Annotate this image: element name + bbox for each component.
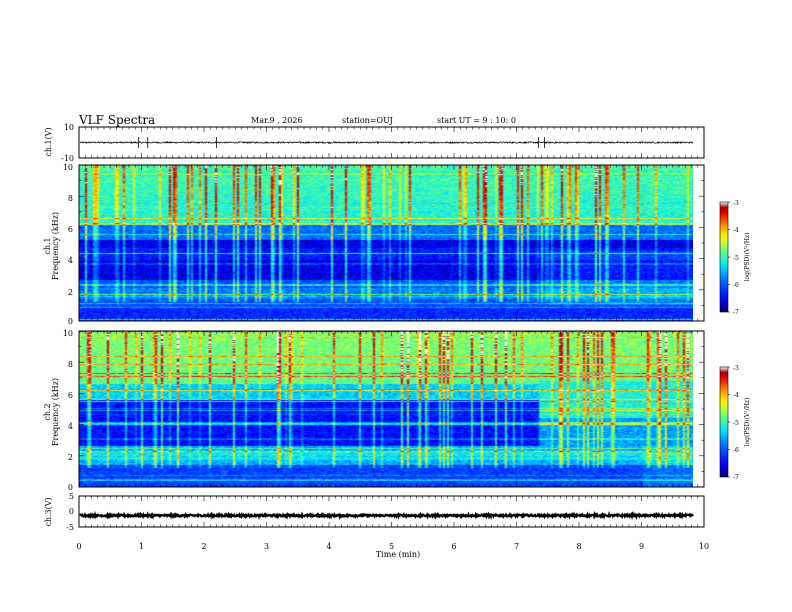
ch1-ytick-6: 6 bbox=[68, 225, 73, 234]
ch2-spectrogram-image bbox=[79, 331, 693, 487]
header-start: start UT = 9 : 10: 0 bbox=[437, 116, 516, 125]
ch1-ytick-10: 10 bbox=[63, 163, 73, 172]
ch1-colorbar: -3 -4 -5 -6 -7 log(PSD)(V²/Hz) bbox=[719, 200, 751, 316]
ch1-ytick-0: 0 bbox=[68, 317, 73, 326]
ch1-waveform-panel: 10 -10 ch.1(V) bbox=[44, 123, 705, 163]
header-station: station=OUJ bbox=[342, 116, 393, 125]
ch2-spectrogram-ticks bbox=[78, 330, 705, 488]
ch1-channel-label: ch.1 bbox=[43, 237, 52, 254]
ch1-ytick-4: 4 bbox=[68, 256, 73, 265]
x-tick-label: 4 bbox=[326, 542, 331, 551]
ch3-waveform-ticks bbox=[78, 496, 705, 527]
ch2-colorbar-ticks bbox=[728, 366, 730, 478]
ch1-waveform-trace bbox=[79, 140, 694, 145]
ch2-cbtick-m5: -5 bbox=[733, 420, 739, 427]
ch2-frequency-ylabel: Frequency (kHz) bbox=[51, 378, 60, 446]
ch3-ytick-mid: 0 bbox=[69, 507, 74, 516]
ch1-spectrogram-panel: 0 2 4 6 8 10 ch.1 Frequency (kHz) bbox=[43, 163, 705, 326]
ch2-spectrogram-yticklabels: 0 2 4 6 8 10 bbox=[63, 329, 73, 492]
ch3-waveform-ylabel: ch.3(V) bbox=[44, 497, 53, 526]
ch3-ytick-top: 5 bbox=[69, 492, 74, 501]
ch1-ytick-top: 10 bbox=[64, 123, 74, 132]
ch1-colorbar-gradient bbox=[719, 201, 729, 313]
x-tick-label: 9 bbox=[639, 542, 644, 551]
ch2-cbtick-m3: -3 bbox=[733, 365, 739, 372]
ch2-ytick-0: 0 bbox=[68, 483, 73, 492]
ch2-ytick-4: 4 bbox=[68, 422, 73, 431]
ch1-cbtick-m6: -6 bbox=[733, 282, 739, 289]
ch2-colorbar-label: log(PSD)(V²/Hz) bbox=[744, 398, 751, 447]
ch2-ytick-2: 2 bbox=[68, 453, 73, 462]
ch1-cbtick-m5: -5 bbox=[733, 255, 739, 262]
x-tick-label: 6 bbox=[451, 542, 456, 551]
ch1-cbtick-m4: -4 bbox=[733, 227, 739, 234]
ch1-spectrogram-image bbox=[79, 165, 693, 321]
ch2-spectrogram-panel: 0 2 4 6 8 10 ch.2 Frequency (kHz) bbox=[43, 329, 705, 492]
x-tick-label: 5 bbox=[389, 542, 394, 551]
ch2-ytick-10: 10 bbox=[63, 329, 73, 338]
chart-title: VLF Spectra bbox=[78, 113, 155, 127]
ch1-waveform-ticks bbox=[78, 127, 705, 158]
ch1-spectrogram-yticklabels: 0 2 4 6 8 10 bbox=[63, 163, 73, 326]
ch1-colorbar-ticks bbox=[728, 201, 730, 313]
ch1-colorbar-label: log(PSD)(V²/Hz) bbox=[744, 233, 751, 282]
ch1-cbtick-m7: -7 bbox=[733, 309, 739, 316]
ch3-waveform-trace bbox=[79, 510, 694, 521]
ch3-waveform-panel: 5 0 -5 ch.3(V) bbox=[44, 492, 705, 532]
x-tick-label: 1 bbox=[139, 542, 144, 551]
ch1-spectrogram-ticks bbox=[78, 164, 705, 322]
x-tick-label: 7 bbox=[514, 542, 519, 551]
ch2-ytick-6: 6 bbox=[68, 391, 73, 400]
x-tick-label: 2 bbox=[201, 542, 206, 551]
ch1-waveform-ylabel: ch.1(V) bbox=[44, 127, 53, 156]
x-tick-label: 10 bbox=[699, 542, 709, 551]
x-tick-label: 8 bbox=[576, 542, 581, 551]
ch2-cbtick-m7: -7 bbox=[733, 474, 739, 481]
ch1-ytick-bottom: -10 bbox=[61, 154, 74, 163]
ch2-colorbar-gradient bbox=[719, 366, 729, 478]
x-tick-labels: 0 1 2 3 4 5 6 7 8 9 10 bbox=[76, 542, 709, 551]
ch1-frequency-ylabel: Frequency (kHz) bbox=[51, 212, 60, 280]
ch1-ytick-8: 8 bbox=[68, 194, 73, 203]
x-tick-label: 0 bbox=[76, 542, 81, 551]
x-tick-label: 3 bbox=[264, 542, 269, 551]
header-date: Mar.9 , 2026 bbox=[251, 116, 303, 125]
ch1-cbtick-m3: -3 bbox=[733, 200, 739, 207]
ch2-channel-label: ch.2 bbox=[43, 403, 52, 420]
x-axis-label: Time (min) bbox=[376, 550, 420, 559]
ch2-ytick-8: 8 bbox=[68, 360, 73, 369]
ch3-ytick-bottom: -5 bbox=[66, 523, 74, 532]
ch2-cbtick-m4: -4 bbox=[733, 392, 739, 399]
ch1-ytick-2: 2 bbox=[68, 288, 73, 297]
ch2-cbtick-m6: -6 bbox=[733, 447, 739, 454]
ch2-colorbar: -3 -4 -5 -6 -7 log(PSD)(V²/Hz) bbox=[719, 365, 751, 481]
